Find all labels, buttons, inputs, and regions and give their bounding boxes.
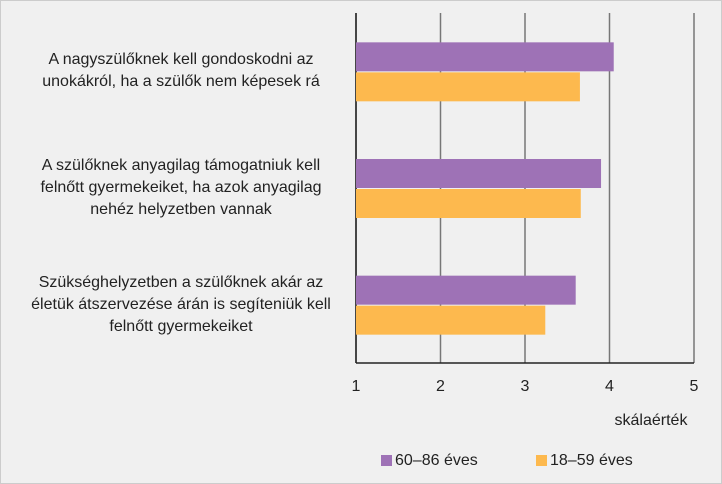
legend-swatch [381,455,392,466]
y-tick-label: A nagyszülőknek kell gondoskodni az unok… [42,51,320,91]
bar [356,275,576,305]
legend-label: 18–59 éves [550,452,633,469]
legend-label: 60–86 éves [395,452,478,469]
bar [356,159,602,188]
bar [356,42,614,72]
bar [356,72,580,102]
x-tick-label: 2 [436,378,445,395]
bar [356,305,546,335]
y-tick-label: Szükséghelyzetben a szülőknek akár az él… [31,273,331,335]
x-tick-label: 1 [352,378,361,395]
x-tick-label: 4 [605,378,614,395]
x-axis-label: skálaérték [615,412,689,429]
y-tick-label: A szülőknek anyagilag támogatniuk kell f… [40,157,322,218]
x-tick-label: 3 [521,378,530,395]
legend-swatch [536,455,547,466]
x-tick-label: 5 [690,378,699,395]
bar [356,189,581,218]
